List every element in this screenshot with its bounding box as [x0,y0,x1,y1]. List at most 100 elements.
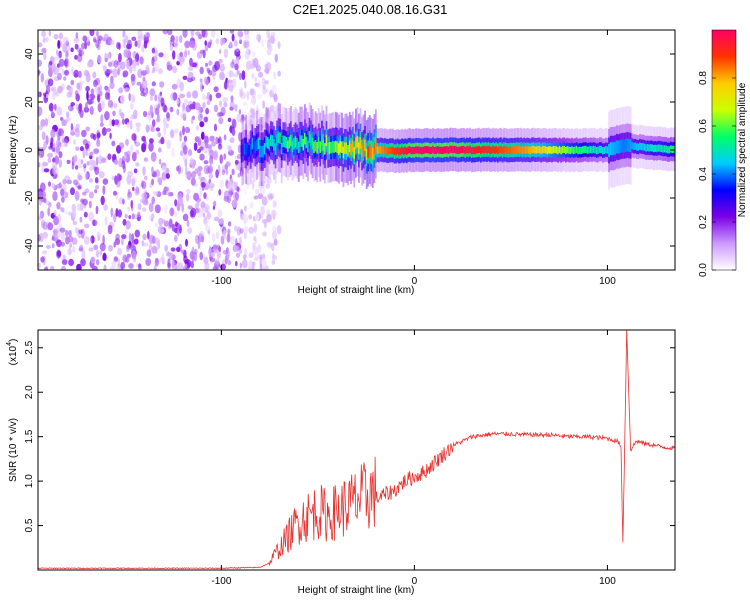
spectrogram-band-cell [348,140,351,153]
spectrogram-band-cell [449,145,451,153]
spectrogram-cell [248,252,254,258]
spectrogram-cell [70,123,74,131]
spectrogram-cell [130,93,135,104]
spectrogram-cell [116,145,122,154]
spectrogram-cell [271,252,275,258]
spectrogram-cell [89,151,94,156]
spectrogram-band-cell [276,134,278,146]
spectrogram-cell [242,254,247,260]
spectrogram-cell [141,192,148,200]
spectrogram-cell [262,86,267,95]
spectrogram-cell [161,253,165,262]
spectrogram-cell [225,169,229,175]
spectrogram-cell [252,242,256,250]
spectrogram-cell [68,247,72,256]
spectrogram-cell [223,229,226,240]
spectrogram-cell [267,194,274,201]
spectrogram-cell [46,93,49,99]
spectrogram-cell [120,112,125,119]
spectrogram-band-cell [375,138,377,150]
spectrogram-cell [254,76,258,83]
spectrogram-band-cell [614,141,617,155]
spectrogram-band-cell [514,146,516,154]
spectrogram-cell [228,70,234,78]
spectrogram-cell [205,78,209,86]
spectrogram-cell [185,165,188,175]
spectrogram-cell [248,260,253,269]
spectrogram-cell [257,80,261,89]
snr-multiplier-exp: 4 [6,342,13,346]
spectrogram-cell [123,49,128,58]
spectrogram-cell [262,100,265,109]
spectrogram-band-cell [643,143,646,151]
spectrogram-cell [252,261,255,270]
spectrogram-cell [228,190,234,196]
spectrogram-cell [239,169,244,177]
spectrogram-cell [130,245,137,252]
spectrogram-band-cell [402,147,405,155]
spectrogram-cell [96,95,100,102]
spectrogram-cell [84,102,88,112]
spectrogram-cell [208,145,212,154]
spectrogram-cell [186,188,191,194]
spectrogram-cell [246,91,250,101]
spectrogram-cell [223,153,227,160]
spectrogram-cell [199,121,205,128]
spectrogram-cell [104,216,108,226]
spectrogram-band-cell [671,145,674,153]
spectrogram-band-cell [382,146,385,155]
spectrogram-band-cell [441,146,444,155]
spectrogram-cell [94,85,98,94]
spectrogram-band-cell [588,146,590,154]
spectrogram-cell [249,202,254,209]
spectrogram-cell [47,222,54,231]
spectrogram-cell [49,265,55,270]
spectrogram-cell [157,177,161,183]
spectrogram-cell [174,128,179,135]
spectrogram-cell [60,266,67,270]
spectrogram-cell [64,210,69,215]
spectrogram-cell [179,132,182,142]
spectrogram-cell [149,95,154,101]
spectrogram-cell [131,213,135,220]
x-tick-label: 0 [412,276,418,287]
spectrogram-band-cell [645,144,648,152]
spectrogram-cell [110,75,114,84]
spectrogram-cell [179,224,182,234]
spectrogram-cell [184,40,191,49]
spectrogram-band-cell [277,131,280,143]
y-tick-label: 20 [24,96,35,108]
spectrogram-cell [151,178,155,186]
spectrogram-cell [258,112,264,119]
spectrogram-cell [170,92,176,101]
spectrogram-cell [45,265,49,270]
spectrogram-cell [111,259,117,267]
x-tick-label: -100 [211,576,231,587]
spectrogram-cell [168,218,173,228]
spectrogram-cell [48,30,51,37]
spectrogram-band-cell [544,146,547,154]
spectrogram-cell [272,71,277,80]
spectrogram-cell [193,248,198,255]
spectrogram-cell [103,264,107,270]
spectrogram-cell [134,141,141,147]
spectrogram-cell [277,70,281,77]
spectrogram-cell [248,226,255,234]
spectrogram-cell [61,259,68,266]
spectrogram-cell [179,81,184,92]
spectrogram-band-cell [608,144,610,157]
spectrogram-cell [153,62,159,72]
spectrogram-band-cell [666,146,669,154]
spectrogram-band-cell [342,146,345,159]
spectrogram-cell [205,142,209,149]
spectrogram-band-cell [597,146,600,154]
spectrogram-band-cell [270,134,272,146]
spectrogram-band-cell [642,143,644,151]
spectrogram-band-cell [381,146,383,154]
spectrogram-cell [100,195,105,206]
spectrogram-band-cell [617,140,620,154]
spectrogram-cell [79,216,83,223]
spectrogram-cell [39,210,45,219]
spectrogram-cell [251,73,255,79]
spectrogram-band-cell [260,145,263,158]
